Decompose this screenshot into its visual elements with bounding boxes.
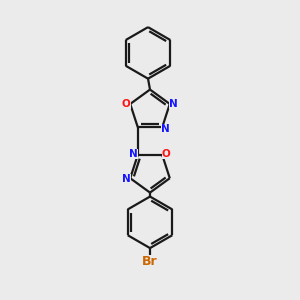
- Text: N: N: [122, 174, 130, 184]
- Text: O: O: [122, 99, 130, 109]
- Text: N: N: [129, 149, 138, 159]
- Text: N: N: [169, 99, 178, 109]
- Text: Br: Br: [142, 256, 158, 268]
- Text: O: O: [162, 149, 171, 159]
- Text: N: N: [161, 124, 170, 134]
